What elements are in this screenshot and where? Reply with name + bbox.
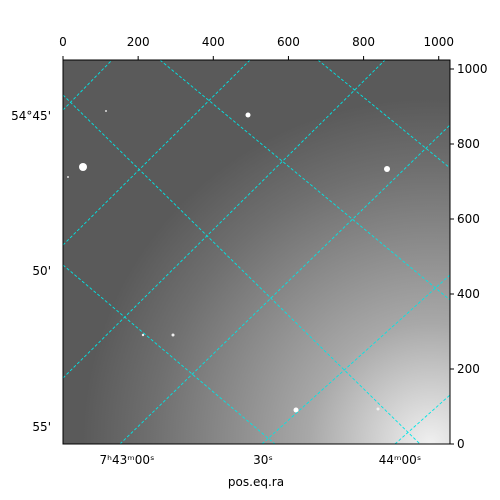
x-label: pos.eq.ra (228, 475, 284, 489)
dec-tick-label: 54°45' (11, 109, 51, 123)
frame (62, 59, 451, 445)
grid-line (119, 124, 450, 444)
grid-line (63, 60, 113, 111)
y-tick-label: 1000 (457, 62, 488, 76)
y-tick-label: 200 (457, 362, 480, 376)
y-tick-label: 800 (457, 137, 480, 151)
grid-line (261, 274, 450, 444)
x-tick-label: 1000 (423, 35, 454, 49)
grid-line (317, 60, 450, 169)
image (63, 60, 450, 444)
grid-line (63, 264, 276, 444)
x-tick-label: 400 (202, 35, 225, 49)
grid-line (159, 60, 450, 301)
grid-line (394, 394, 450, 444)
x-tick-label: 200 (127, 35, 150, 49)
ra-tick-label: 30ˢ (253, 453, 273, 467)
y-tick-label: 0 (457, 437, 465, 451)
y-tick-label: 400 (457, 287, 480, 301)
x-tick-label: 0 (59, 35, 67, 49)
grid-line (63, 60, 386, 379)
x-tick-label: 800 (352, 35, 375, 49)
ra-tick-label: 7ʰ43ᵐ00ˢ (100, 453, 155, 467)
grid-line (63, 94, 421, 444)
grid-line (63, 60, 251, 246)
dec-tick-label: 55' (32, 420, 51, 434)
dec-tick-label: 50' (32, 264, 51, 278)
y-tick-label: 600 (457, 212, 480, 226)
x-tick-label: 600 (277, 35, 300, 49)
ra-tick-label: 44ᵐ00ˢ (379, 453, 422, 467)
